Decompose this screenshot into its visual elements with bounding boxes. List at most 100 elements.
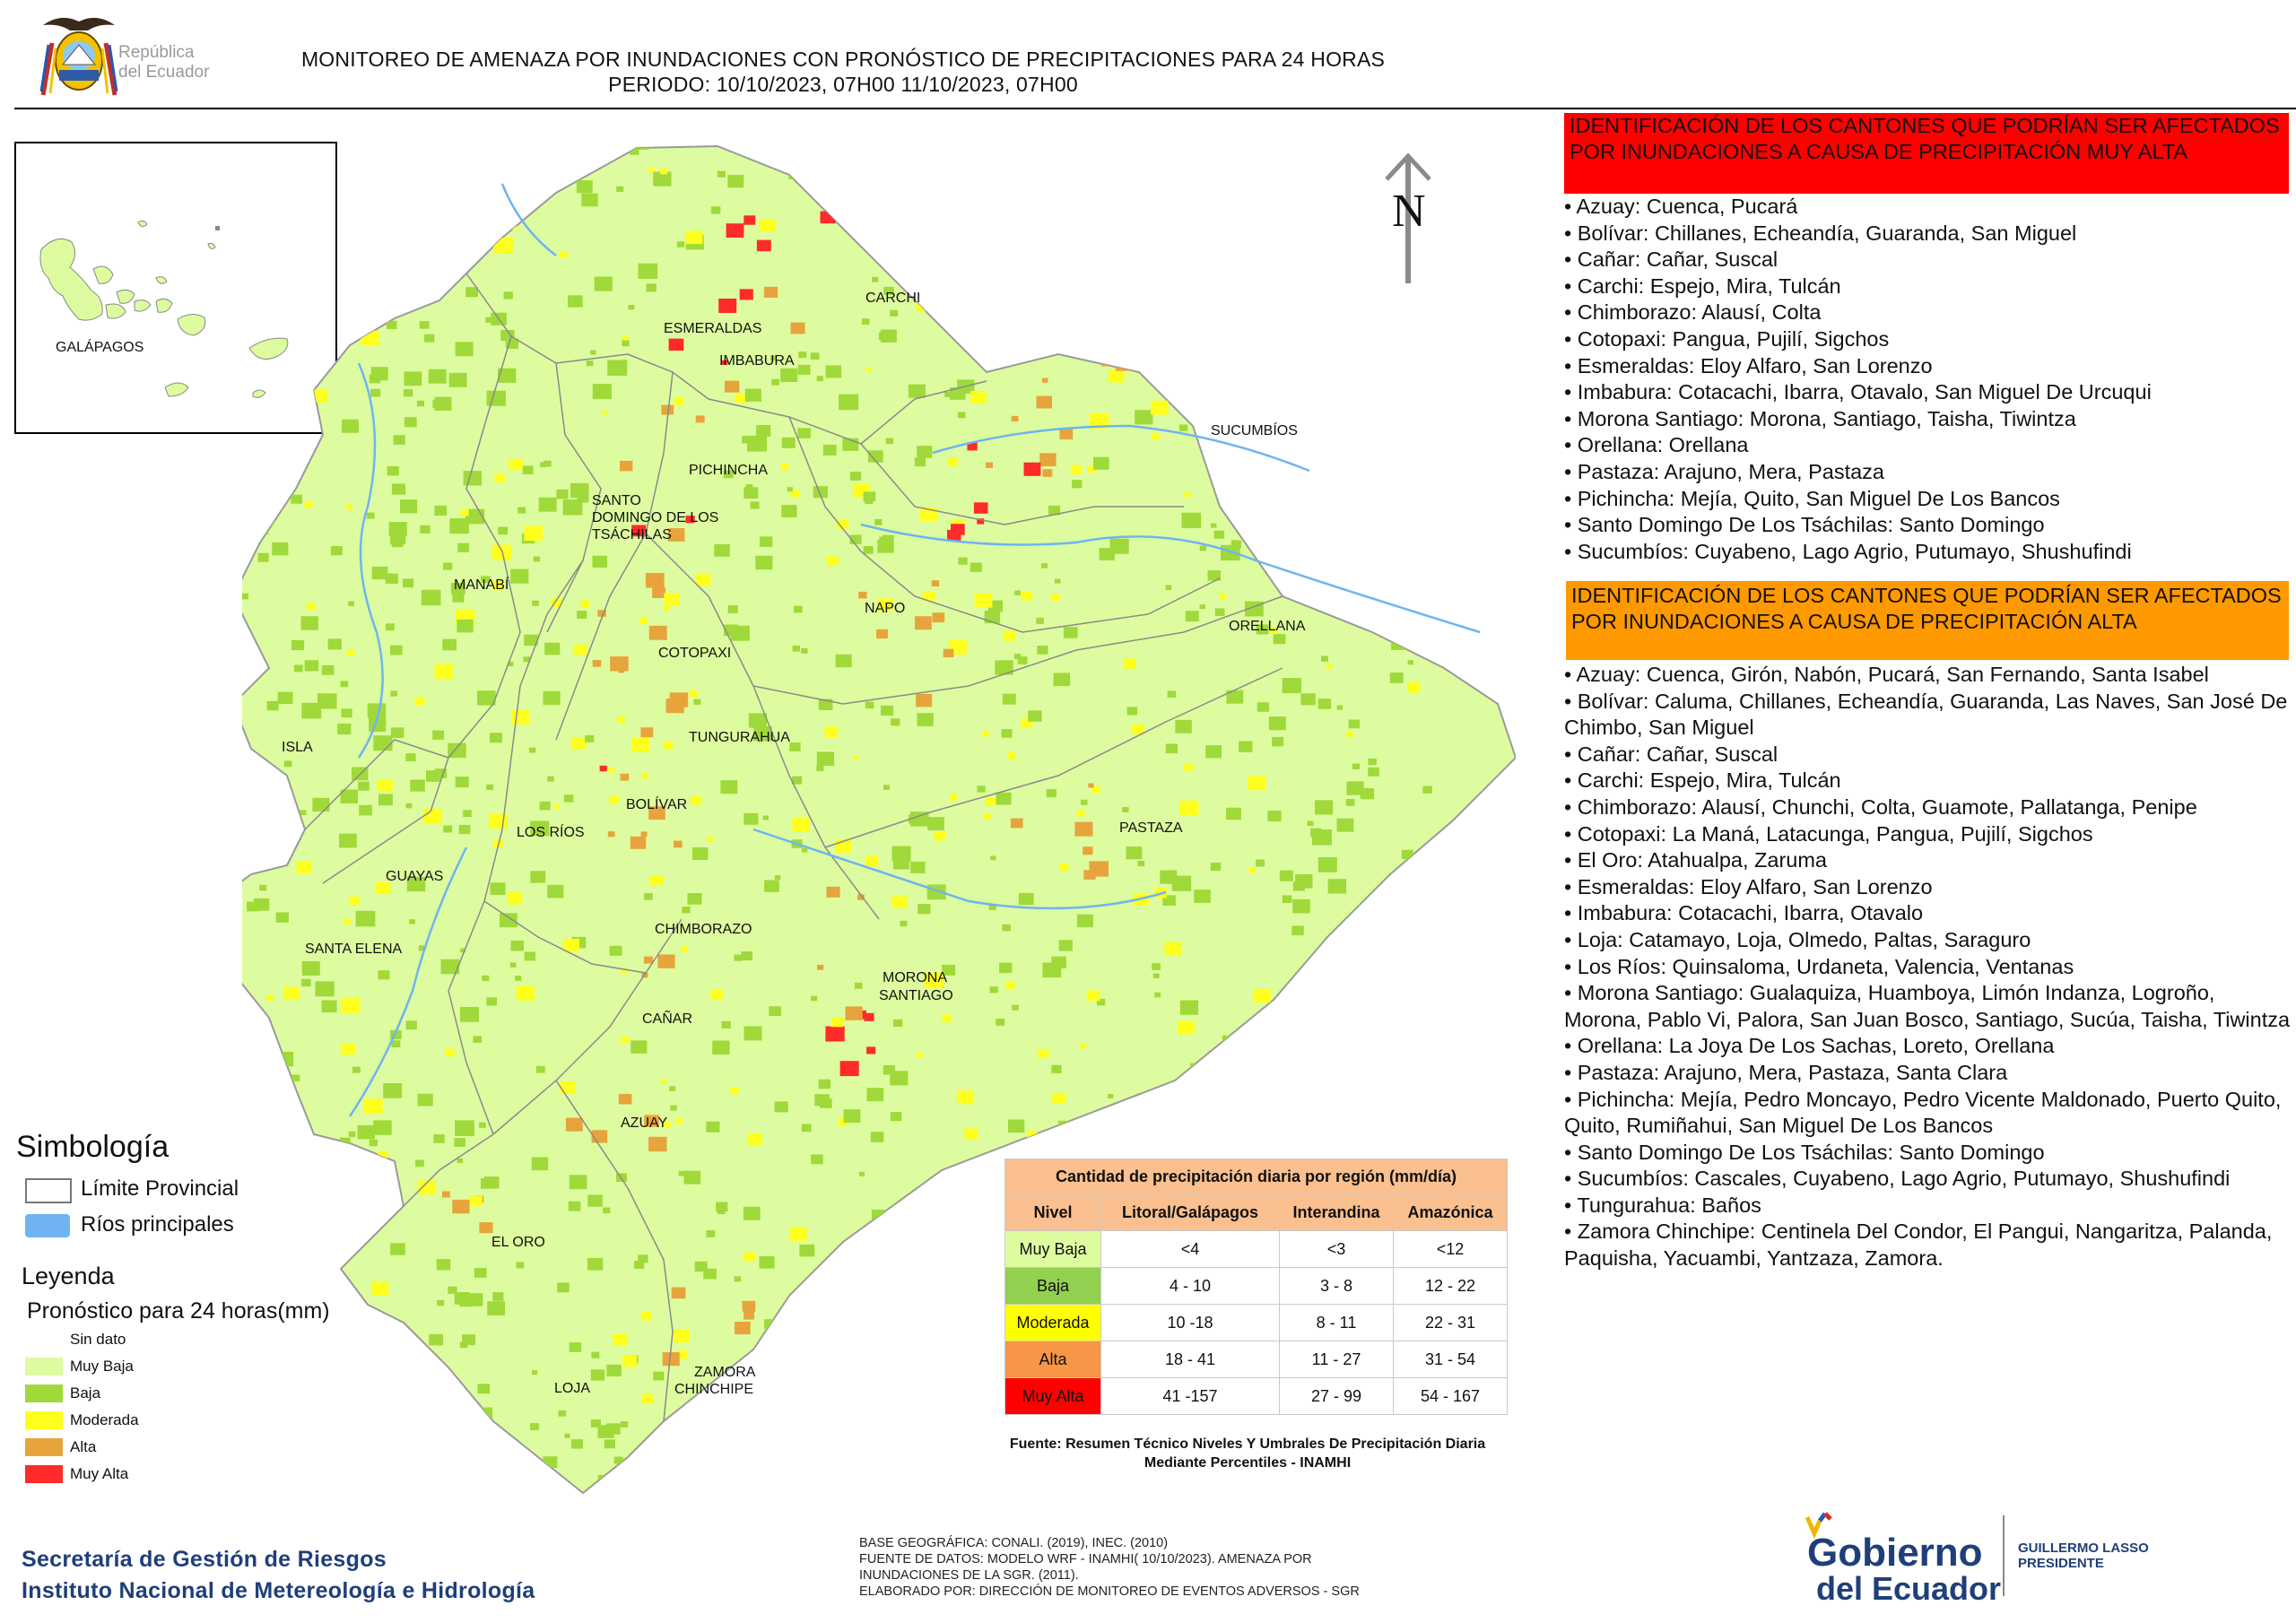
precip-cell bbox=[454, 1138, 465, 1147]
precip-cell bbox=[245, 1212, 259, 1224]
leyenda-swatch bbox=[25, 1331, 63, 1349]
precip-cell bbox=[1257, 1133, 1264, 1138]
precip-cell bbox=[239, 378, 249, 387]
precip-cell bbox=[524, 951, 535, 961]
precip-cell bbox=[293, 664, 303, 673]
precip-cell bbox=[321, 1000, 337, 1013]
precip-cell bbox=[386, 623, 395, 631]
precip-cell bbox=[459, 1341, 468, 1349]
sgr-name: Secretaría de Gestión de Riesgos bbox=[22, 1547, 387, 1572]
precip-cell bbox=[369, 1139, 378, 1147]
precip-cell bbox=[864, 1012, 874, 1021]
precip-cell bbox=[438, 1473, 450, 1483]
precip-cell bbox=[899, 186, 906, 192]
precip-cell bbox=[648, 806, 665, 820]
precip-cell bbox=[949, 794, 957, 801]
precip-cell bbox=[1389, 673, 1404, 683]
precip-cell bbox=[1404, 1114, 1410, 1119]
label-santiago: SANTIAGO bbox=[879, 988, 953, 1003]
precip-cell bbox=[747, 435, 767, 452]
precip-cell bbox=[653, 1371, 665, 1381]
precip-cell bbox=[1101, 238, 1111, 245]
precip-cell bbox=[720, 780, 738, 794]
alta-item: • Imbabura: Cotacachi, Ibarra, Otavalo bbox=[1564, 901, 1924, 925]
precip-cell bbox=[460, 948, 466, 953]
precip-cell bbox=[1165, 743, 1178, 754]
precip-cell bbox=[1015, 329, 1031, 342]
leyenda-swatch bbox=[25, 1358, 63, 1376]
precip-cell bbox=[667, 528, 685, 542]
precip-cell bbox=[826, 1488, 845, 1493]
precip-cell bbox=[340, 789, 358, 803]
precip-cell bbox=[854, 217, 865, 226]
page-title: MONITOREO DE AMENAZA POR INUNDACIONES CO… bbox=[0, 47, 1686, 97]
precip-cell bbox=[862, 318, 870, 325]
precip-cell bbox=[543, 460, 552, 467]
precip-cell bbox=[402, 578, 414, 588]
precip-cell bbox=[961, 1321, 970, 1328]
precip-cell bbox=[239, 1485, 247, 1490]
precip-cell bbox=[440, 959, 460, 975]
precip-cell bbox=[1145, 215, 1153, 221]
precip-cell bbox=[1006, 177, 1021, 187]
precip-cell bbox=[352, 301, 363, 310]
precip-cell bbox=[1332, 194, 1342, 202]
precip-cell bbox=[489, 813, 509, 829]
precip-cell bbox=[1152, 973, 1160, 978]
label-loja: LOJA bbox=[554, 1381, 590, 1396]
precip-cell bbox=[455, 342, 474, 357]
precip-cell bbox=[882, 1476, 888, 1481]
precip-cell bbox=[849, 534, 862, 544]
precip-cell bbox=[436, 1259, 451, 1271]
precip-cell bbox=[1433, 650, 1446, 660]
precip-cell bbox=[528, 747, 536, 753]
precip-cell bbox=[391, 483, 406, 495]
precip-cell bbox=[791, 776, 803, 785]
precip-cell bbox=[580, 600, 590, 608]
precip-cell bbox=[429, 1333, 443, 1346]
precip-cell bbox=[420, 525, 430, 534]
precip-cell bbox=[1152, 370, 1170, 385]
precip-cell bbox=[414, 697, 425, 706]
precip-cell bbox=[266, 700, 279, 711]
precip-cell bbox=[710, 989, 723, 1000]
precip-cell bbox=[434, 664, 453, 679]
precip-cell bbox=[1241, 490, 1248, 495]
precip-cell bbox=[750, 501, 760, 509]
precip-cell bbox=[1436, 566, 1449, 577]
precip-cell bbox=[282, 1329, 295, 1340]
precip-cell bbox=[482, 975, 490, 982]
precip-cell bbox=[1345, 1472, 1362, 1487]
precip-cell bbox=[610, 656, 629, 672]
precip-cell bbox=[1059, 429, 1074, 440]
precip-cell bbox=[1295, 1091, 1304, 1098]
precip-cell bbox=[755, 555, 773, 570]
precip-cell bbox=[680, 946, 688, 952]
precip-cell bbox=[822, 1263, 831, 1271]
precip-cell bbox=[1123, 658, 1136, 669]
precip-cell bbox=[1179, 800, 1199, 816]
precip-cell bbox=[970, 562, 982, 572]
precip-cell bbox=[565, 1117, 583, 1132]
precip-cell bbox=[1076, 810, 1085, 817]
precip-cell bbox=[325, 1446, 342, 1461]
precip-cell bbox=[815, 1447, 834, 1462]
precip-cell bbox=[874, 519, 883, 525]
precip-cell bbox=[1370, 1114, 1378, 1119]
precip-cell bbox=[270, 205, 290, 221]
precip-cell bbox=[770, 355, 777, 360]
base-line1: BASE GEOGRÁFICA: CONALI. (2019), INEC. (… bbox=[859, 1536, 1169, 1550]
precip-cell bbox=[1211, 414, 1222, 423]
precip-cell bbox=[448, 1460, 464, 1471]
precip-cell bbox=[1442, 273, 1456, 283]
precip-cell bbox=[1050, 594, 1060, 601]
precip-cell bbox=[826, 556, 839, 566]
precip-cell bbox=[469, 1196, 483, 1207]
precip-cell bbox=[695, 415, 705, 423]
precip-cell bbox=[1214, 608, 1225, 616]
precip-cell bbox=[676, 1350, 688, 1359]
muy-alta-item: • Azuay: Cuenca, Pucará bbox=[1564, 195, 1798, 218]
precip-cell bbox=[830, 1415, 847, 1428]
lasso-title: PRESIDENTE bbox=[2018, 1556, 2104, 1571]
pronostico-title: Pronóstico para 24 horas(mm) bbox=[27, 1298, 330, 1324]
